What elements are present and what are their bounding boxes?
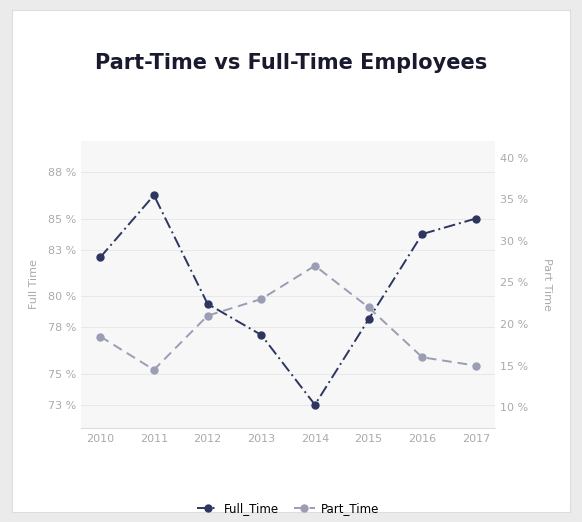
Part_Time [258, 296, 265, 302]
Part_Time [473, 362, 480, 369]
Full_Time [258, 332, 265, 338]
Full_Time [365, 316, 372, 323]
Part_Time [419, 354, 426, 360]
Text: Part-Time vs Full-Time Employees: Part-Time vs Full-Time Employees [95, 53, 487, 73]
Y-axis label: Part Time: Part Time [542, 258, 552, 311]
Part_Time [365, 304, 372, 311]
Full_Time [311, 401, 318, 408]
Line: Part_Time: Part_Time [97, 262, 480, 373]
Full_Time [204, 301, 211, 307]
Part_Time [311, 263, 318, 269]
Line: Full_Time: Full_Time [97, 192, 480, 408]
Y-axis label: Full Time: Full Time [29, 259, 39, 310]
Full_Time [150, 192, 157, 198]
Full_Time [473, 216, 480, 222]
Part_Time [97, 334, 104, 340]
Full_Time [419, 231, 426, 237]
Part_Time [204, 313, 211, 319]
Full_Time [97, 254, 104, 260]
Part_Time [150, 366, 157, 373]
Legend: Full_Time, Part_Time: Full_Time, Part_Time [193, 497, 384, 519]
